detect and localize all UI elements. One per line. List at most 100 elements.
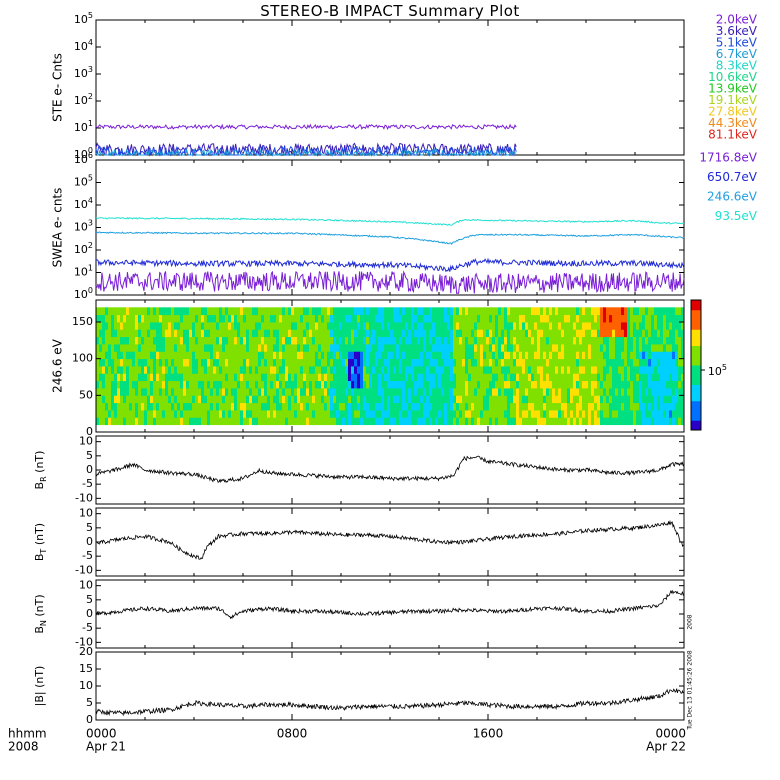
spectrogram-cell (354, 402, 358, 411)
spectrogram-cell (579, 380, 583, 389)
spectrogram-cell (630, 402, 634, 411)
spectrogram-cell (207, 351, 211, 360)
spectrogram-cell (264, 388, 268, 396)
spectrogram-cell (342, 402, 346, 411)
spectrogram-cell (195, 322, 199, 330)
spectrogram-cell (156, 417, 160, 426)
spectrogram-cell (105, 410, 109, 418)
spectrogram-cell (117, 351, 121, 360)
spectrogram-cell (228, 314, 232, 323)
spectrogram-cell (666, 329, 670, 338)
spectrogram-cell (516, 329, 520, 338)
spectrogram-cell (444, 329, 448, 338)
spectrogram-cell (195, 358, 199, 367)
spectrogram-cell (336, 314, 340, 323)
spectrogram-cell (123, 373, 127, 382)
spectrogram-cell (180, 395, 184, 404)
spectrogram-cell (138, 358, 142, 367)
bmag-tick-label: 0 (86, 713, 93, 726)
spectrogram-cell (183, 329, 187, 338)
spectrogram-cell (390, 410, 394, 418)
spectrogram-cell (252, 351, 256, 360)
spectrogram-cell (180, 351, 184, 360)
spectrogram-cell (228, 344, 232, 352)
spectrogram-cell (597, 344, 601, 352)
spectrogram-cell (405, 395, 409, 404)
spectrogram-cell (315, 329, 319, 338)
spectrogram-cell (540, 314, 544, 323)
spectrogram-cell (336, 344, 340, 352)
spectrogram-cell (330, 314, 334, 323)
spectrogram-cell (669, 380, 673, 389)
spectrogram-cell (330, 380, 334, 389)
spectrogram-cell (210, 358, 214, 367)
spectrogram-cell (258, 314, 262, 323)
spectrogram-cell (231, 358, 235, 367)
spectrogram-cell (252, 307, 256, 316)
spectrogram-cell (225, 314, 229, 323)
spectrogram-cell (111, 402, 115, 411)
spectrogram-cell (486, 410, 490, 418)
spectrogram-cell (282, 410, 286, 418)
spectrogram-cell (414, 336, 418, 345)
spectrogram-cell (411, 336, 415, 345)
spectrogram-cell (138, 395, 142, 404)
spectrogram-cell (465, 402, 469, 411)
spectrogram-cell (405, 351, 409, 360)
spectrogram-cell (432, 388, 436, 396)
spectrogram-cell (141, 410, 145, 418)
spectrogram-cell (243, 395, 247, 404)
spectrogram-cell (180, 380, 184, 389)
spectrogram-cell (555, 395, 559, 404)
spectrogram-cell (507, 329, 511, 338)
spectrogram-cell (642, 410, 646, 418)
spectrogram-cell (390, 388, 394, 396)
spectrogram-cell (189, 410, 193, 418)
spectrogram-cell (174, 329, 178, 338)
spectrogram-cell (237, 314, 241, 323)
spectrogram-cell (591, 388, 595, 396)
spectrogram-cell (234, 395, 238, 404)
spectrogram-cell (351, 358, 355, 367)
spectrogram-cell (534, 351, 538, 360)
spectrogram-cell (138, 336, 142, 345)
spectrogram-cell (210, 351, 214, 360)
colorbar-segment (691, 404, 701, 408)
spectrogram-cell (345, 402, 349, 411)
spectrogram-cell (438, 314, 442, 323)
panel-frame (95, 507, 685, 577)
spectrogram-cell (531, 322, 535, 330)
spectrogram-cell (288, 373, 292, 382)
spectrogram-cell (342, 314, 346, 323)
spectrogram-cell (666, 336, 670, 345)
spectrogram-cell (330, 410, 334, 418)
spectrogram-cell (450, 307, 454, 316)
spectrogram-cell (105, 307, 109, 316)
spectrogram-cell (672, 402, 676, 411)
spectrogram-cell (672, 395, 676, 404)
spectrogram-cell (618, 344, 622, 352)
colorbar-segment (691, 426, 701, 431)
spectrogram-cell (417, 410, 421, 418)
spectrogram-cell (222, 322, 226, 330)
spectrogram-cell (270, 322, 274, 330)
spectrogram-cell (240, 373, 244, 382)
spectrogram-cell (561, 402, 565, 411)
spectrogram-cell (165, 329, 169, 338)
spectrogram-cell (648, 314, 652, 323)
spectrogram-cell (246, 388, 250, 396)
colorbar-segment (691, 339, 701, 343)
spectrogram-cell (276, 329, 280, 338)
spectrogram-cell (432, 351, 436, 360)
spectrogram-cell (639, 366, 643, 374)
spectrogram-cell (276, 344, 280, 352)
spectrogram-cell (543, 402, 547, 411)
spectrogram-cell (663, 322, 667, 330)
spectrogram-cell (165, 307, 169, 316)
pad-tick-label: 50 (79, 388, 93, 401)
spectrogram-cell (345, 388, 349, 396)
spectrogram-cell (573, 410, 577, 418)
spectrogram-cell (225, 329, 229, 338)
spectrogram-cell (261, 307, 265, 316)
spectrogram-cell (159, 336, 163, 345)
